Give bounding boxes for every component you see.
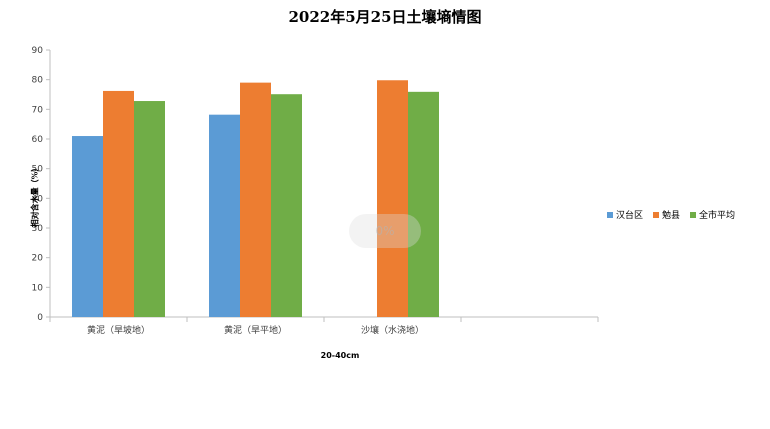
legend-item-city-average: 全市平均	[690, 208, 735, 221]
x-tick-label: 沙壤（水浇地）	[361, 324, 424, 336]
bar-1-1	[240, 82, 271, 317]
legend-label-city-average: 全市平均	[699, 211, 736, 221]
x-tick-label: 黄泥（旱坡地）	[87, 324, 150, 336]
y-axis-label: 相对含水量（%）	[29, 163, 40, 228]
legend-swatch-mianxian	[653, 211, 660, 218]
bar-1-2	[377, 80, 408, 317]
progress-watermark: 0%	[349, 214, 421, 248]
chart-title: 2022年5月25日土壤墒情图	[288, 8, 482, 26]
legend-label-hantai: 汉台区	[616, 211, 644, 221]
x-tick-label: 黄泥（旱平地）	[224, 324, 287, 336]
legend-item-hantai: 汉台区	[607, 208, 643, 221]
legend-item-mianxian: 勉县	[653, 208, 680, 221]
legend-label-mianxian: 勉县	[662, 211, 681, 221]
y-tick-label: 40	[32, 194, 44, 204]
bar-2-2	[408, 91, 439, 317]
y-tick-label: 70	[32, 105, 44, 115]
bar-1-0	[103, 90, 134, 317]
x-axis-label: 20-40cm	[320, 351, 360, 360]
bar-2-0	[134, 101, 165, 317]
legend-swatch-hantai	[607, 211, 613, 218]
bar-0-1	[209, 114, 240, 317]
bar-0-0	[72, 136, 103, 317]
y-tick-label: 90	[32, 46, 44, 56]
y-tick-label: 80	[32, 76, 44, 86]
y-axis-label-wrap: 相对含水量（%）	[2, 150, 62, 250]
y-tick-label: 20	[32, 254, 44, 264]
bar-2-1	[271, 94, 302, 317]
y-tick-label: 30	[32, 224, 44, 234]
chart-legend: 汉台区 勉县 全市平均	[607, 208, 735, 221]
y-tick-label: 50	[32, 165, 44, 175]
y-tick-label: 60	[32, 135, 44, 145]
y-tick-label: 0	[37, 313, 43, 323]
y-tick-label: 10	[32, 283, 44, 293]
legend-swatch-city-average	[690, 211, 697, 218]
